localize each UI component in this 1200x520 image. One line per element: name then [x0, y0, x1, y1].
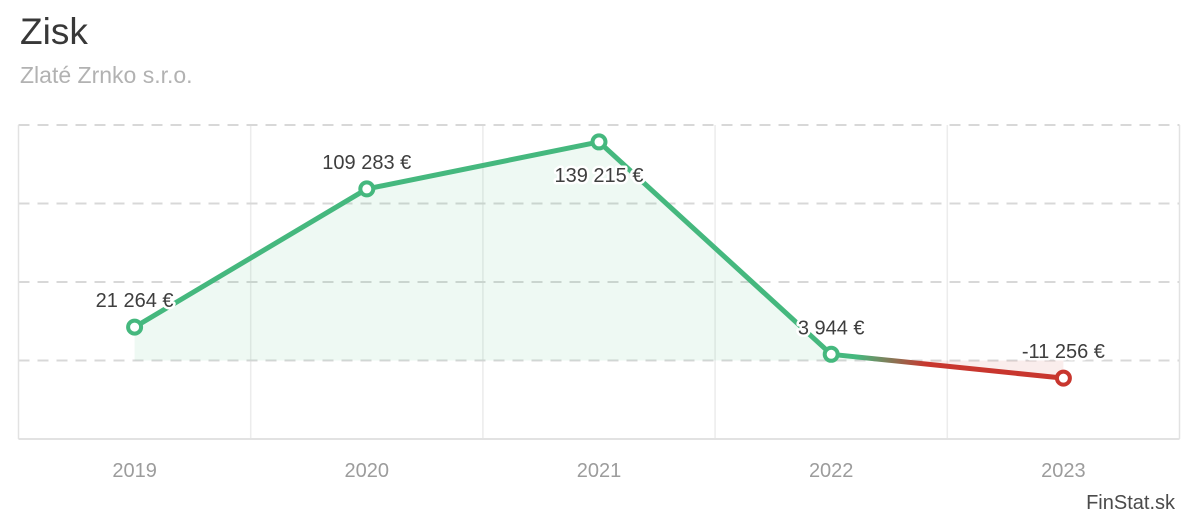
page-title: Zisk	[20, 11, 88, 52]
point-label-2019: 21 264 €	[96, 290, 174, 312]
profit-line-segment	[828, 351, 1066, 381]
profit-line-segment	[596, 139, 834, 357]
profit-line-segment	[132, 186, 370, 330]
profit-line-segment	[364, 139, 602, 192]
x-axis-label-2019: 2019	[112, 460, 157, 482]
x-axis-label-2021: 2021	[577, 460, 622, 482]
point-label-2020: 109 283 €	[322, 152, 411, 174]
x-axis-label-2022: 2022	[809, 460, 854, 482]
data-point-marker-2019[interactable]	[126, 318, 144, 336]
chart-header: Zisk Zlaté Zrnko s.r.o.	[20, 11, 193, 89]
data-point-marker-2020[interactable]	[358, 180, 376, 198]
finstat-watermark: FinStat.sk	[1086, 492, 1175, 514]
area-positive	[134, 141, 892, 361]
x-axis-label-2023: 2023	[1041, 460, 1086, 482]
data-point-marker-2022[interactable]	[822, 345, 840, 363]
data-point-marker-2023[interactable]	[1054, 369, 1072, 387]
point-label-2023: -11 256 €	[1022, 341, 1105, 363]
point-label-2021: 139 215 €	[555, 165, 644, 187]
company-name: Zlaté Zrnko s.r.o.	[20, 61, 193, 88]
data-point-marker-2021[interactable]	[590, 133, 608, 151]
x-axis-label-2020: 2020	[345, 460, 390, 482]
point-label-2022: 3 944 €	[798, 317, 865, 339]
